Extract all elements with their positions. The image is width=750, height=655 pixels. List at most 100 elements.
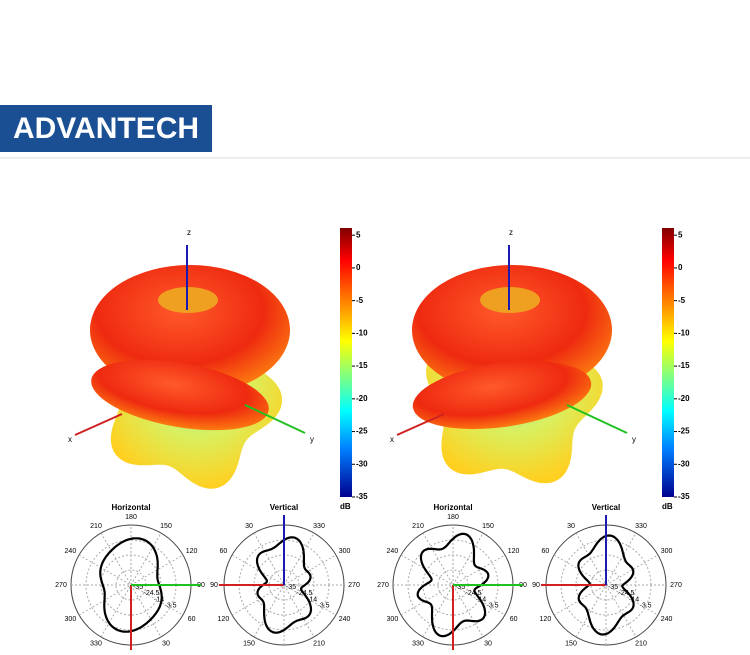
angle-label: 240	[65, 548, 77, 555]
colorbar-label: 5	[678, 230, 683, 239]
angle-label: 30	[162, 641, 170, 648]
angle-label: 150	[482, 523, 494, 530]
angle-label: 90	[532, 582, 540, 589]
polar-title: Horizontal	[111, 503, 150, 512]
angle-label: 210	[313, 641, 325, 648]
colorbar-label: 5	[356, 230, 361, 239]
radial-label: -24.5	[619, 590, 635, 597]
angle-label: 120	[540, 616, 552, 623]
colorbar-label: -30	[356, 459, 368, 468]
radial-label: -3.5	[640, 603, 652, 610]
radial-label: -35	[455, 584, 465, 591]
angle-label: 90	[210, 582, 218, 589]
colorbar	[340, 228, 352, 497]
angle-label: 60	[219, 548, 227, 555]
angle-label: 210	[635, 641, 647, 648]
polar-ring	[268, 569, 300, 601]
colorbar-label: -10	[356, 328, 368, 337]
y-axis	[566, 404, 628, 434]
angle-label: 180	[125, 514, 137, 521]
colorbar-label: -20	[678, 394, 690, 403]
angle-label: 270	[348, 582, 360, 589]
axis-label: z	[187, 228, 191, 237]
colorbar-unit: dB	[662, 502, 673, 511]
radial-label: -24.5	[144, 590, 160, 597]
colorbar-label: -10	[678, 328, 690, 337]
x-axis	[74, 413, 123, 436]
angle-label: 240	[661, 616, 673, 623]
angle-label: 120	[186, 548, 198, 555]
angle-label: 270	[670, 582, 682, 589]
radial-label: -14	[154, 596, 164, 603]
colorbar-unit: dB	[340, 502, 351, 511]
angle-label: 300	[65, 616, 77, 623]
colorbar-label: 0	[678, 263, 683, 272]
colorbar-label: -35	[356, 492, 368, 501]
axis-label: x	[390, 435, 394, 444]
angle-label: 210	[412, 523, 424, 530]
axis-label: z	[509, 228, 513, 237]
axis-label: y	[310, 435, 314, 444]
radial-label: -35	[286, 584, 296, 591]
x-axis	[396, 413, 445, 436]
logo: ADVANTECH	[13, 112, 199, 145]
polar-ring	[590, 569, 622, 601]
colorbar-label: -15	[678, 361, 690, 370]
radial-label: -14	[629, 596, 639, 603]
angle-label: 30	[484, 641, 492, 648]
radial-label: -14	[307, 596, 317, 603]
angle-label: 60	[541, 548, 549, 555]
colorbar-label: -15	[356, 361, 368, 370]
angle-label: 330	[313, 523, 325, 530]
angle-label: 90	[197, 582, 205, 589]
axis-label: y	[632, 435, 636, 444]
angle-label: 120	[218, 616, 230, 623]
radial-label: -35	[608, 584, 618, 591]
angle-label: 150	[565, 641, 577, 648]
pattern-curve	[255, 536, 313, 634]
logo-box	[0, 105, 212, 152]
pattern-lobe	[412, 360, 592, 430]
polar-title: Horizontal	[433, 503, 472, 512]
angle-label: 90	[519, 582, 527, 589]
pattern-lobe	[412, 265, 612, 395]
colorbar-label: -25	[356, 427, 368, 436]
colorbar-label: -35	[678, 492, 690, 501]
radial-label: -24.5	[466, 590, 482, 597]
angle-label: 120	[508, 548, 520, 555]
angle-label: 330	[635, 523, 647, 530]
radial-label: -35	[133, 584, 143, 591]
colorbar-label: -5	[678, 296, 686, 305]
angle-label: 270	[55, 582, 67, 589]
angle-label: 30	[567, 523, 575, 530]
angle-label: 330	[90, 641, 102, 648]
angle-label: 330	[412, 641, 424, 648]
colorbar-label: -20	[356, 394, 368, 403]
angle-label: 300	[661, 548, 673, 555]
angle-label: 30	[245, 523, 253, 530]
angle-label: 270	[377, 582, 389, 589]
pattern-lobe	[91, 359, 269, 431]
colorbar-label: -30	[678, 459, 690, 468]
colorbar	[662, 228, 674, 497]
angle-label: 240	[339, 616, 351, 623]
radial-label: -3.5	[318, 603, 330, 610]
pattern-curve	[577, 534, 635, 636]
colorbar-label: -25	[678, 427, 690, 436]
angle-label: 60	[510, 616, 518, 623]
angle-label: 60	[188, 616, 196, 623]
angle-label: 180	[447, 514, 459, 521]
angle-label: 300	[387, 616, 399, 623]
radial-label: -3.5	[165, 603, 177, 610]
colorbar-label: -5	[356, 296, 364, 305]
angle-label: 150	[243, 641, 255, 648]
radial-label: -3.5	[487, 603, 499, 610]
angle-label: 240	[387, 548, 399, 555]
angle-label: 210	[90, 523, 102, 530]
polar-title: Vertical	[592, 503, 620, 512]
polar-title: Vertical	[270, 503, 298, 512]
angle-label: 150	[160, 523, 172, 530]
y-axis	[244, 404, 306, 434]
